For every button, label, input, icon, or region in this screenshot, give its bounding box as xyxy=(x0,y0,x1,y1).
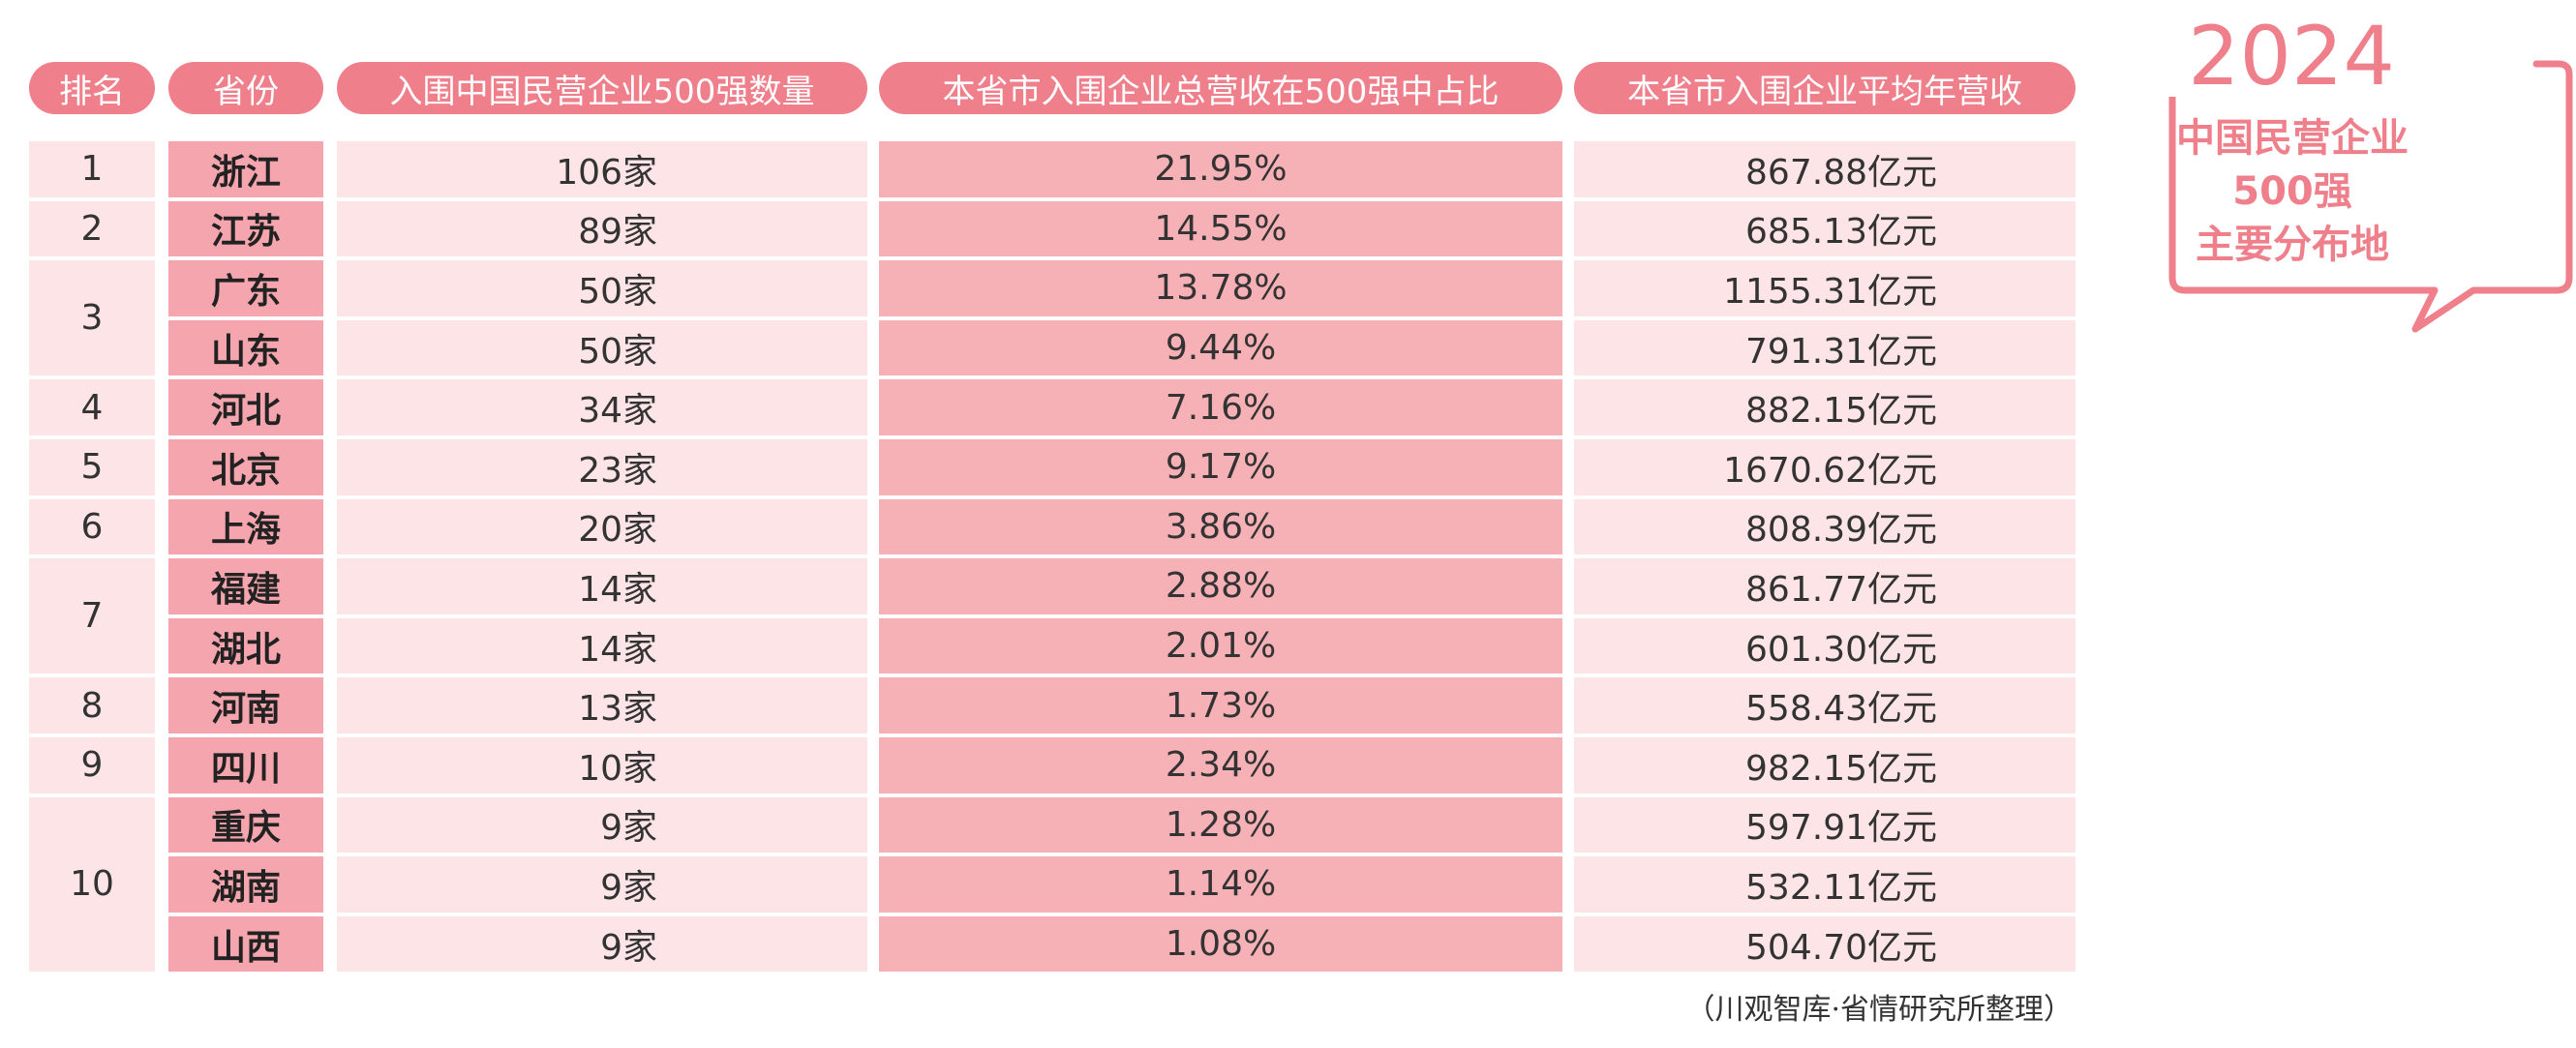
avg-revenue-cell: 558.43亿元 xyxy=(1574,677,2076,734)
count-cell: 9家 xyxy=(337,796,867,853)
callout-line-2: 500强 xyxy=(2232,169,2352,214)
avg-revenue-cell: 791.31亿元 xyxy=(1574,319,2076,376)
province-cell: 山西 xyxy=(168,915,323,973)
share-cell: 14.55% xyxy=(879,200,1562,257)
avg-revenue-cell: 861.77亿元 xyxy=(1574,558,2076,614)
avg-revenue-cell: 808.39亿元 xyxy=(1574,498,2076,555)
rank-cell: 5 xyxy=(29,439,155,495)
share-cell: 3.86% xyxy=(879,498,1562,555)
province-cell: 北京 xyxy=(168,439,323,495)
header-share: 本省市入围企业总营收在500强中占比 xyxy=(879,62,1562,114)
rank-cell: 6 xyxy=(29,498,155,555)
rank-cell: 4 xyxy=(29,379,155,435)
share-cell: 2.88% xyxy=(879,558,1562,614)
header-count: 入围中国民营企业500强数量 xyxy=(337,62,867,114)
count-cell: 9家 xyxy=(337,915,867,973)
share-cell: 1.73% xyxy=(879,677,1562,734)
avg-revenue-cell: 1155.31亿元 xyxy=(1574,260,2076,316)
avg-revenue-cell: 1670.62亿元 xyxy=(1574,439,2076,495)
rank-cell: 2 xyxy=(29,200,155,257)
rank-cell: 1 xyxy=(29,141,155,197)
count-cell: 34家 xyxy=(337,379,867,435)
share-cell: 13.78% xyxy=(879,260,1562,316)
province-cell: 重庆 xyxy=(168,796,323,853)
avg-revenue-cell: 882.15亿元 xyxy=(1574,379,2076,435)
province-cell: 河北 xyxy=(168,379,323,435)
callout-line-1: 中国民营企业 xyxy=(2176,116,2409,161)
count-cell: 23家 xyxy=(337,439,867,495)
count-cell: 10家 xyxy=(337,737,867,793)
avg-revenue-cell: 532.11亿元 xyxy=(1574,856,2076,913)
share-cell: 1.08% xyxy=(879,915,1562,973)
rank-cell: 10 xyxy=(29,796,155,973)
province-cell: 广东 xyxy=(168,260,323,316)
share-cell: 7.16% xyxy=(879,379,1562,435)
share-cell: 21.95% xyxy=(879,141,1562,197)
avg-revenue-cell: 504.70亿元 xyxy=(1574,915,2076,973)
count-cell: 14家 xyxy=(337,617,867,674)
count-cell: 13家 xyxy=(337,677,867,734)
province-cell: 上海 xyxy=(168,498,323,555)
count-cell: 106家 xyxy=(337,141,867,197)
callout-line-3: 主要分布地 xyxy=(2196,223,2389,267)
avg-revenue-cell: 597.91亿元 xyxy=(1574,796,2076,853)
share-cell: 1.28% xyxy=(879,796,1562,853)
callout-year: 2024 xyxy=(2165,15,2418,97)
share-cell: 2.01% xyxy=(879,617,1562,674)
share-cell: 1.14% xyxy=(879,856,1562,913)
count-cell: 14家 xyxy=(337,558,867,614)
share-cell: 2.34% xyxy=(879,737,1562,793)
count-cell: 9家 xyxy=(337,856,867,913)
province-cell: 福建 xyxy=(168,558,323,614)
count-cell: 50家 xyxy=(337,319,867,376)
province-cell: 四川 xyxy=(168,737,323,793)
count-cell: 89家 xyxy=(337,200,867,257)
avg-revenue-cell: 601.30亿元 xyxy=(1574,617,2076,674)
header-rank: 排名 xyxy=(29,62,155,114)
province-cell: 浙江 xyxy=(168,141,323,197)
rank-cell: 9 xyxy=(29,737,155,793)
header-avg: 本省市入围企业平均年营收 xyxy=(1574,62,2076,114)
count-cell: 50家 xyxy=(337,260,867,316)
province-cell: 江苏 xyxy=(168,200,323,257)
count-cell: 20家 xyxy=(337,498,867,555)
source-note: （川观智库·省情研究所整理） xyxy=(1685,993,2073,1027)
province-cell: 河南 xyxy=(168,677,323,734)
avg-revenue-cell: 982.15亿元 xyxy=(1574,737,2076,793)
rank-cell: 3 xyxy=(29,260,155,376)
rank-cell: 8 xyxy=(29,677,155,734)
avg-revenue-cell: 685.13亿元 xyxy=(1574,200,2076,257)
province-cell: 山东 xyxy=(168,319,323,376)
share-cell: 9.44% xyxy=(879,319,1562,376)
rank-cell: 7 xyxy=(29,558,155,674)
share-cell: 9.17% xyxy=(879,439,1562,495)
header-province: 省份 xyxy=(168,62,323,114)
avg-revenue-cell: 867.88亿元 xyxy=(1574,141,2076,197)
province-cell: 湖南 xyxy=(168,856,323,913)
province-cell: 湖北 xyxy=(168,617,323,674)
